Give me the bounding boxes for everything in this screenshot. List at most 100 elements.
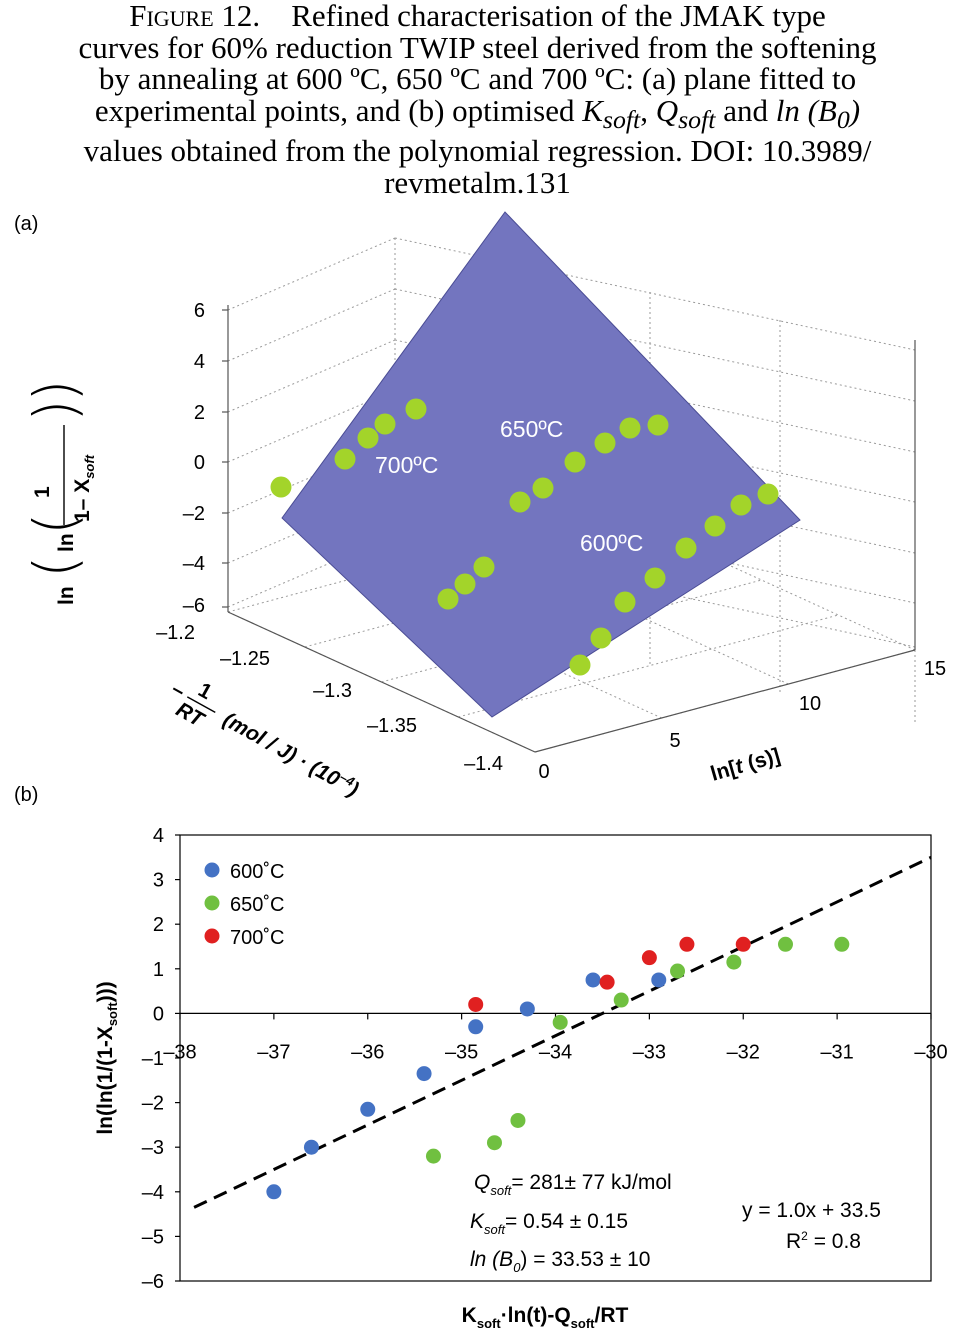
point-3d xyxy=(357,427,379,449)
comma: , xyxy=(640,92,656,128)
y-tick-label-b: –4 xyxy=(142,1182,164,1204)
caption-line-3: by annealing at 600 ºC, 650 ºC and 700 º… xyxy=(98,61,857,96)
z-label-paren-open-2: ( xyxy=(21,512,89,535)
x-label-post: (s)] xyxy=(739,744,782,777)
data-point-series-1 xyxy=(613,992,629,1008)
point-3d xyxy=(509,491,531,513)
chart-frame xyxy=(179,834,932,1282)
legend: 600˚C 650˚C 700˚C xyxy=(204,861,284,949)
panel-a-3d-plot: 700ºC 650ºC 600ºC 6 4 2 0 –2 –4 –6 –1.2 … xyxy=(21,211,946,800)
y-label-fraction-bar xyxy=(186,696,216,713)
data-point-series-2 xyxy=(735,936,751,952)
q-sym: Q xyxy=(474,1171,490,1194)
q-val: = 281± 77 kJ/mol xyxy=(511,1171,671,1194)
x-tick-10: 10 xyxy=(799,693,821,715)
z-tick-m4: –4 xyxy=(183,553,205,575)
z-tick-6: 6 xyxy=(194,300,205,322)
point-3d xyxy=(644,567,666,589)
y-tick-label-b: 4 xyxy=(153,825,164,847)
k-symbol: K xyxy=(582,92,603,128)
data-point-series-1 xyxy=(834,936,850,952)
point-3d xyxy=(473,556,495,578)
ln-b0-annotation: ln (B0) = 33.53 ± 10 xyxy=(470,1248,650,1275)
point-3d xyxy=(532,477,554,499)
z-label-denominator: 1– Xsoft xyxy=(71,454,97,522)
caption-line-4-text: experimental points, and (b) optimised xyxy=(94,92,583,128)
point-3d xyxy=(757,483,779,505)
z-tick-m6: –6 xyxy=(183,595,205,617)
data-point-series-0 xyxy=(303,1139,319,1155)
x-tick-label-b: –30 xyxy=(914,1041,947,1063)
x-axis-label: ln[t (s)] xyxy=(708,744,783,786)
ln-close: ) xyxy=(849,92,861,128)
y-tick-label-b: –2 xyxy=(142,1093,164,1115)
y-tick-labels: 4 3 2 1 0 –1 –2 –3 –4 –5 –6 xyxy=(142,825,164,1293)
legend-label-0: 600˚C xyxy=(230,861,284,883)
grid-floor-line xyxy=(458,614,839,718)
y-tick-label-b: 3 xyxy=(153,870,164,892)
r2-pre: R xyxy=(786,1230,801,1253)
k-sym: K xyxy=(470,1210,485,1233)
data-point-series-0 xyxy=(651,972,667,988)
x-tick-label-b: –35 xyxy=(445,1041,478,1063)
z-label-paren-open: ( xyxy=(21,555,89,578)
legend-marker-2 xyxy=(204,928,220,944)
b0-sub: 0 xyxy=(836,104,850,134)
y-tick-label-b: 0 xyxy=(153,1003,164,1025)
point-3d xyxy=(704,515,726,537)
data-point-series-1 xyxy=(552,1014,568,1030)
figure-caption: Figure 12. Refined characterisation of t… xyxy=(0,0,955,198)
caption-line-1: Figure 12. Refined characterisation of t… xyxy=(0,0,955,32)
y-tick-label-b: –5 xyxy=(142,1226,164,1248)
data-point-series-1 xyxy=(510,1112,526,1128)
x-label-b-sub1: soft xyxy=(477,1316,502,1331)
legend-label-1: 650˚C xyxy=(230,894,284,916)
data-point-series-1 xyxy=(425,1148,441,1164)
r-squared: R2 = 0.8 xyxy=(786,1229,861,1253)
y-tick-label-b: –6 xyxy=(142,1271,164,1293)
y-label-b-post: ))) xyxy=(94,981,117,1002)
experimental-points-3d xyxy=(270,398,779,676)
x-axis-line xyxy=(534,649,916,753)
x-label-b-sub2: soft xyxy=(571,1316,596,1331)
z-tick-m2: –2 xyxy=(183,503,205,525)
y-axis-label-b: ln(ln(1/(1-Xsoft))) xyxy=(94,981,120,1134)
panel-b-label: (b) xyxy=(14,784,39,806)
q-soft-annotation: Qsoft= 281± 77 kJ/mol xyxy=(474,1171,672,1198)
point-3d xyxy=(564,451,586,473)
z-label-den-text: 1– X xyxy=(71,479,94,522)
grid-back-right-line xyxy=(394,237,916,351)
data-point-series-0 xyxy=(360,1101,376,1117)
r2-post: = 0.8 xyxy=(808,1230,861,1253)
y-axis-line xyxy=(227,611,536,753)
caption-line-1-text: Refined characterisation of the JMAK typ… xyxy=(291,0,826,33)
point-3d xyxy=(569,654,591,676)
z-axis-label: ln ( ln ( 1 1– Xsoft ) ) xyxy=(21,379,97,605)
legend-marker-1 xyxy=(204,895,220,911)
data-point-series-1 xyxy=(670,963,686,979)
z-label-paren-close: ) xyxy=(21,399,89,422)
point-3d xyxy=(374,413,396,435)
x-tick-label-b: –31 xyxy=(820,1041,853,1063)
z-label-numerator: 1 xyxy=(31,486,54,498)
legend-marker-0 xyxy=(204,862,220,878)
point-3d xyxy=(730,494,752,516)
z-label-ln-inner: ln xyxy=(55,533,78,552)
point-3d xyxy=(590,627,612,649)
data-point-series-0 xyxy=(585,972,601,988)
figure-label: Figure 12. xyxy=(129,0,261,33)
y-tick-label-b: –1 xyxy=(142,1048,164,1070)
and-word: and xyxy=(715,92,776,128)
ln-b0: ln (B xyxy=(775,92,837,128)
caption-line-2: curves for 60% reduction TWIP steel deri… xyxy=(78,29,877,65)
y-tick-label-b: 1 xyxy=(153,959,164,981)
k-sub: soft xyxy=(602,104,641,134)
k-sub: soft xyxy=(484,1222,506,1237)
k-val: = 0.54 ± 0.15 xyxy=(505,1210,628,1233)
point-3d xyxy=(594,432,616,454)
x-label-b-mid: ·ln(t)-Q xyxy=(501,1304,571,1327)
z-tick-0: 0 xyxy=(194,452,205,474)
b-val: ) = 33.53 ± 10 xyxy=(520,1248,650,1271)
data-point-series-0 xyxy=(519,1001,535,1017)
y-tick-label-b: –3 xyxy=(142,1137,164,1159)
